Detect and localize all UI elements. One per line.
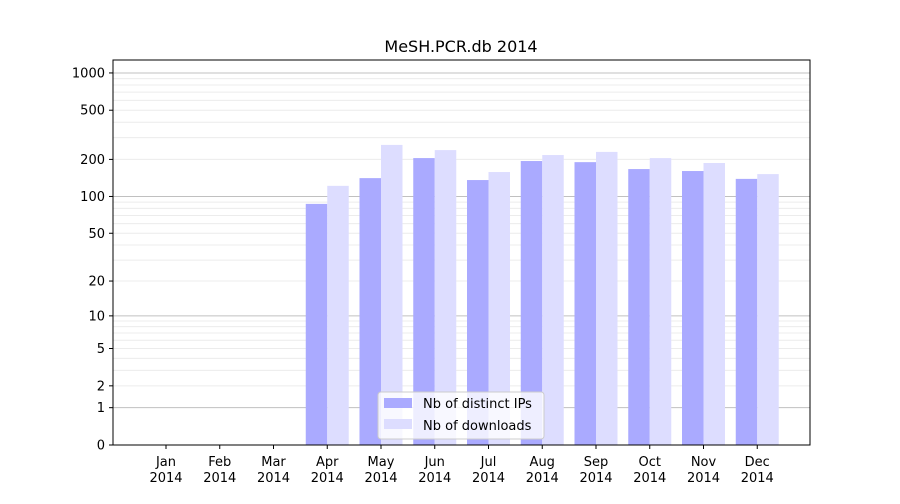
bar-distinct-ips	[520, 161, 543, 445]
y-tick-label: 5	[97, 342, 105, 357]
bar-downloads	[757, 174, 779, 445]
y-tick-label: 1000	[72, 66, 105, 81]
legend-swatch-ips	[384, 398, 412, 408]
legend-label-ips: Nb of distinct IPs	[423, 397, 532, 412]
x-tick-label: Feb	[208, 455, 231, 470]
y-axis: 0 1 2 5 10 20 50 100 200 500 1000	[72, 66, 113, 454]
y-tick-label: 500	[80, 104, 105, 119]
bar-distinct-ips	[682, 171, 704, 445]
x-axis: Jan2014Feb2014Mar2014Apr2014May2014Jun20…	[149, 445, 774, 486]
legend-label-downloads: Nb of downloads	[423, 419, 532, 434]
bar-downloads	[381, 144, 403, 446]
legend-box	[377, 391, 545, 440]
x-tick-label: Jun	[424, 455, 445, 470]
chart-title: MeSH.PCR.db 2014	[384, 37, 537, 56]
bar-distinct-ips	[628, 169, 650, 445]
x-tick-label: Nov	[691, 455, 717, 470]
bar-downloads	[596, 151, 618, 445]
bar-downloads	[703, 163, 725, 445]
x-tick-label: Jul	[480, 455, 497, 470]
legend-swatch-downloads	[384, 419, 412, 429]
plot-frame	[112, 59, 811, 446]
x-tick-label: Mar	[261, 455, 286, 470]
bars	[305, 144, 779, 446]
x-tick-label: Jan	[155, 455, 176, 470]
y-tick-label: 2	[97, 379, 105, 394]
y-tick-label: 0	[97, 439, 105, 454]
x-tick-label-year: 2014	[364, 471, 397, 486]
bar-downloads	[434, 150, 457, 445]
x-tick-label-year: 2014	[257, 471, 290, 486]
x-tick-label-year: 2014	[418, 471, 451, 486]
x-tick-label: Dec	[745, 455, 770, 470]
bar-distinct-ips	[359, 178, 381, 445]
x-tick-label: Aug	[530, 455, 555, 470]
x-tick-label: Apr	[316, 455, 339, 470]
x-tick-label-year: 2014	[579, 471, 612, 486]
bar-distinct-ips	[467, 180, 489, 446]
bar-distinct-ips	[413, 158, 435, 446]
x-tick-label-year: 2014	[633, 471, 666, 486]
y-tick-label: 200	[80, 153, 105, 168]
x-tick-label: May	[368, 455, 395, 470]
bar-distinct-ips	[305, 203, 328, 445]
bar-downloads	[488, 172, 510, 445]
bar-distinct-ips	[574, 162, 596, 445]
bar-distinct-ips	[735, 178, 758, 445]
x-tick-label-year: 2014	[149, 471, 182, 486]
bar-downloads	[649, 158, 672, 446]
bar-downloads	[327, 185, 349, 446]
y-tick-label: 20	[88, 275, 105, 290]
x-tick-label-year: 2014	[203, 471, 236, 486]
x-tick-label-year: 2014	[741, 471, 774, 486]
bar-downloads	[542, 155, 564, 446]
y-tick-label: 10	[88, 309, 105, 324]
y-tick-label: 100	[80, 190, 105, 205]
y-tick-label: 1	[97, 401, 105, 416]
legend: Nb of distinct IPs Nb of downloads	[377, 391, 545, 440]
x-tick-label: Sep	[584, 455, 609, 470]
x-tick-label-year: 2014	[526, 471, 559, 486]
y-tick-label: 50	[88, 227, 105, 242]
x-tick-label-year: 2014	[472, 471, 505, 486]
x-tick-label-year: 2014	[687, 471, 720, 486]
x-tick-label-year: 2014	[311, 471, 344, 486]
x-tick-label: Oct	[639, 455, 661, 470]
